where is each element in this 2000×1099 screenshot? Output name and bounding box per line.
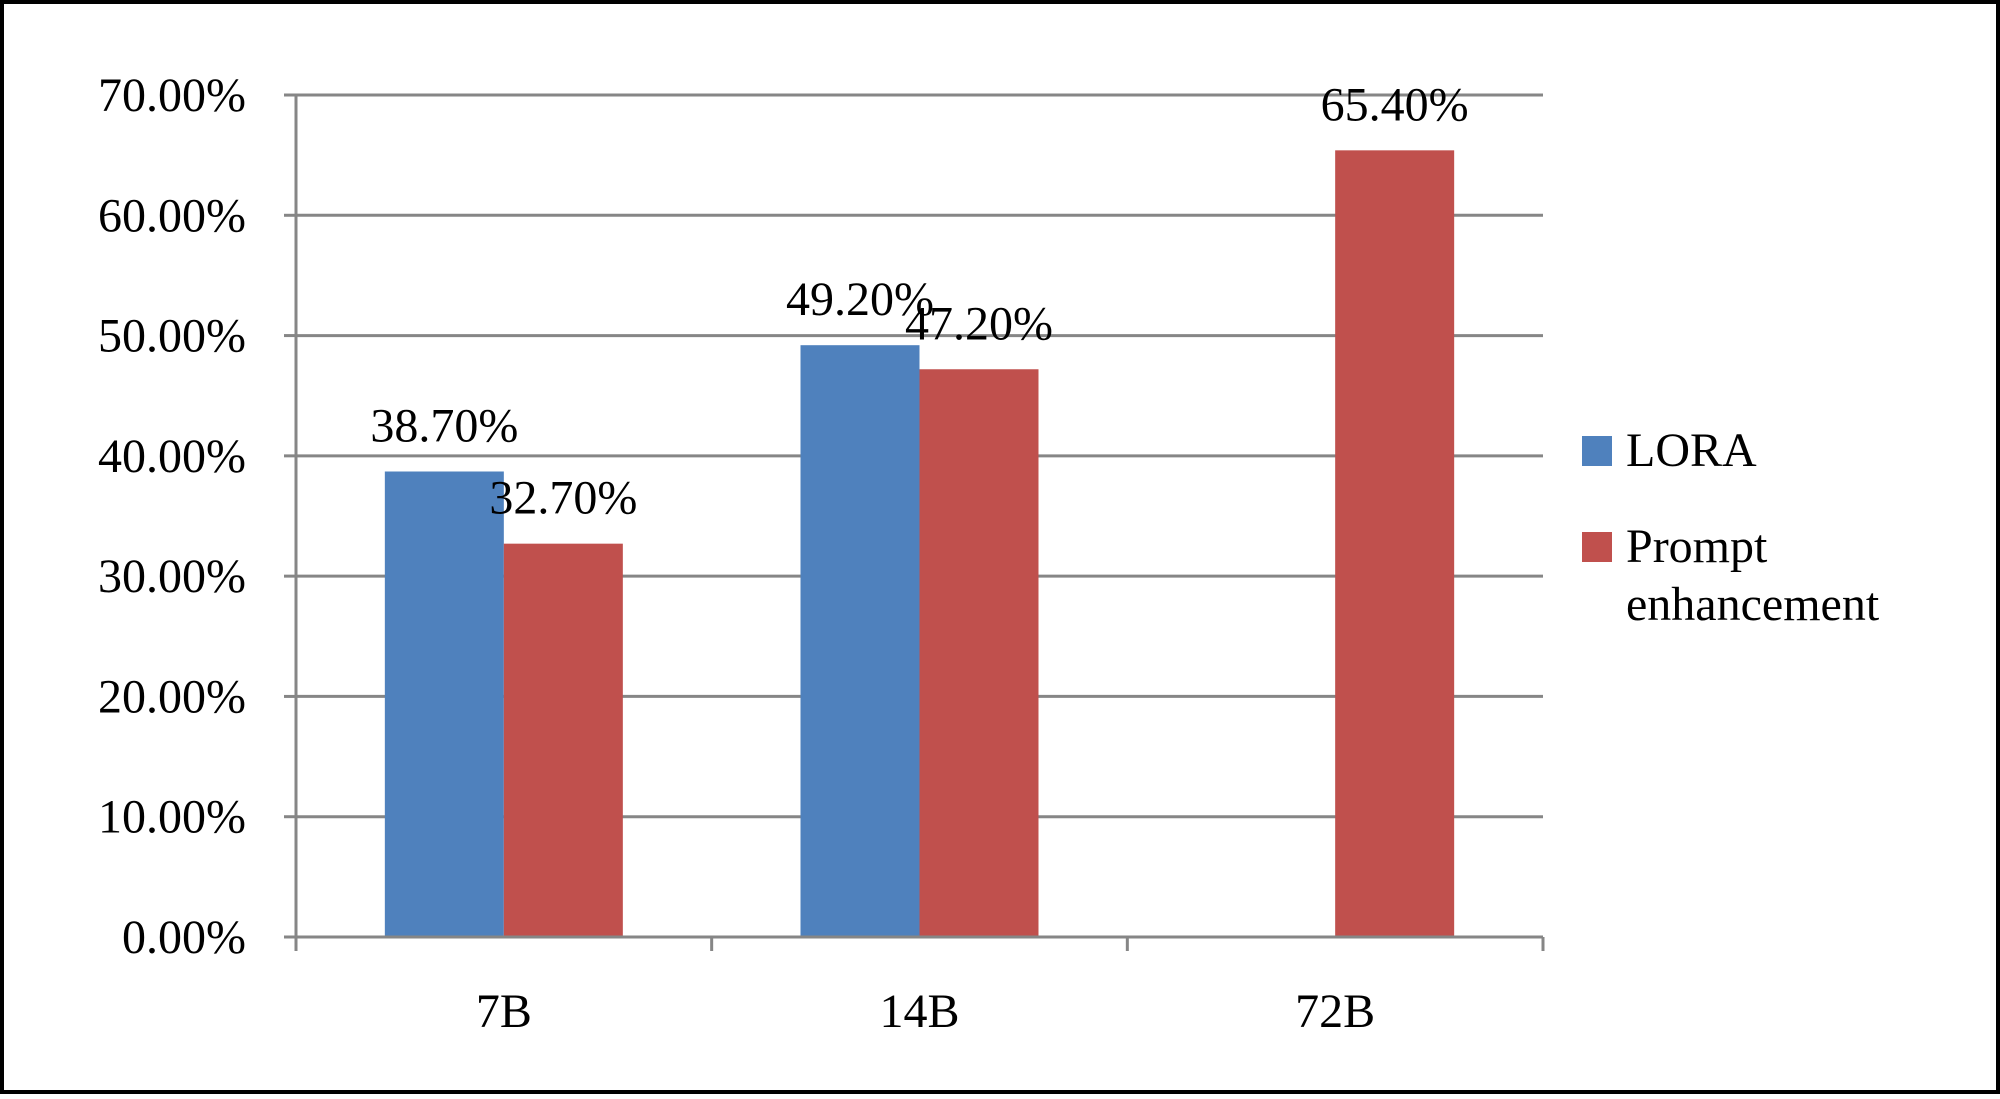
legend-label: LORA xyxy=(1626,424,1757,477)
bars xyxy=(384,150,1455,937)
data-label: 47.20% xyxy=(905,297,1053,350)
data-label: 32.70% xyxy=(489,472,637,525)
data-label: 38.70% xyxy=(370,399,518,452)
x-tick-label: 7B xyxy=(476,985,532,1038)
x-tick-labels: 7B 14B 72B xyxy=(476,985,1375,1038)
y-tick-label: 50.00% xyxy=(98,310,246,363)
y-tick-label: 0.00% xyxy=(122,911,246,964)
y-tick-label: 60.00% xyxy=(98,189,246,242)
data-label: 65.40% xyxy=(1321,78,1469,131)
legend: LORA Prompt enhancement xyxy=(1582,424,1880,631)
data-label: 49.20% xyxy=(786,273,934,326)
bar-prompt-enhancement-72b xyxy=(1335,150,1455,937)
legend-label: Prompt enhancement xyxy=(1626,520,1880,631)
legend-swatch xyxy=(1582,436,1612,466)
bar-lora-7b xyxy=(384,471,504,937)
axes xyxy=(284,93,1545,951)
y-tick-label: 20.00% xyxy=(98,670,246,723)
y-tick-label: 10.00% xyxy=(98,791,246,844)
bar-prompt-enhancement-14b xyxy=(919,369,1039,937)
bar-prompt-enhancement-7b xyxy=(503,543,623,937)
y-tick-label: 70.00% xyxy=(98,69,246,122)
y-tick-label: 30.00% xyxy=(98,550,246,603)
legend-swatch xyxy=(1582,532,1612,562)
bar-lora-14b xyxy=(800,345,920,937)
x-tick-label: 14B xyxy=(879,985,959,1038)
data-labels: 38.70% 32.70% 49.20%47.20% 65.40% xyxy=(370,78,1468,524)
y-tick-labels: 0.00% 10.00% 20.00% 30.00% 40.00% 50.00% 60.00… xyxy=(98,69,246,964)
y-tick-label: 40.00% xyxy=(98,430,246,483)
x-tick-label: 72B xyxy=(1295,985,1375,1038)
